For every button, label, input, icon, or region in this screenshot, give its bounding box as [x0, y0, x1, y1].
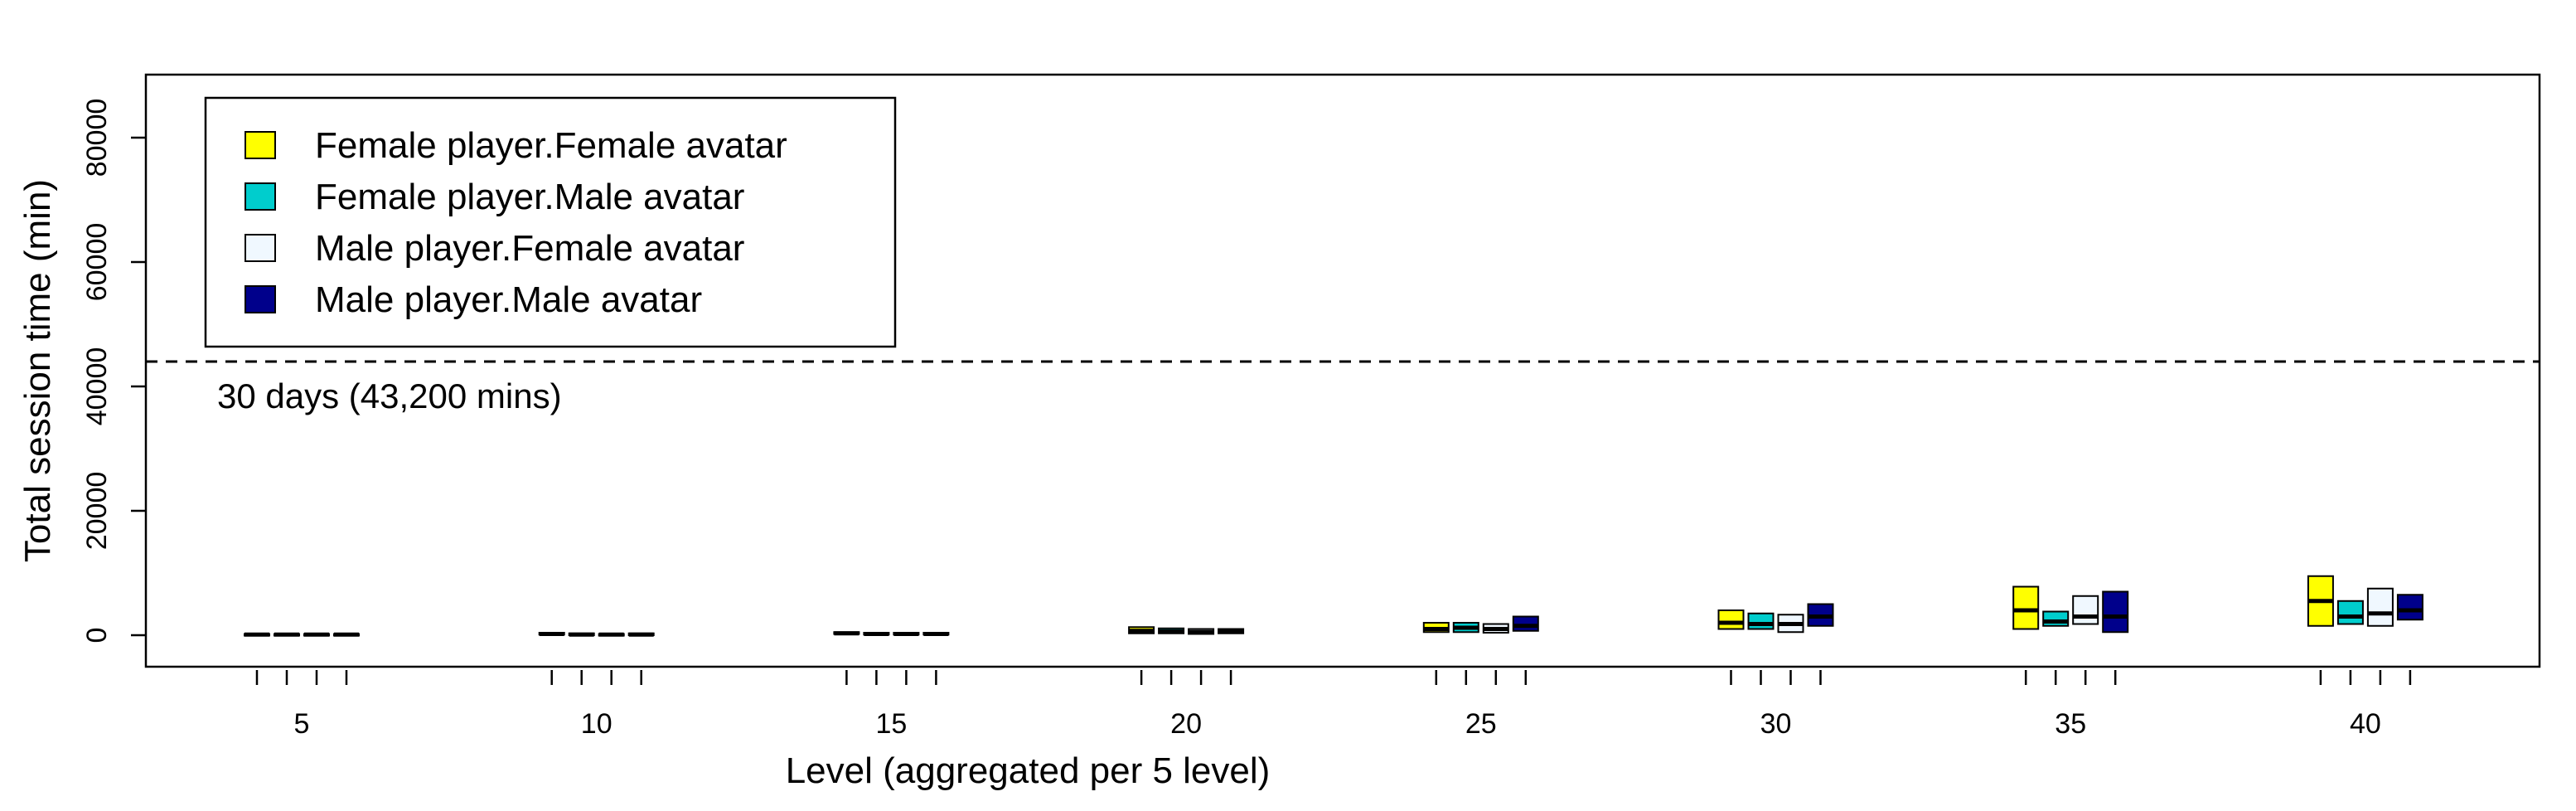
reference-line-group: 30 days (43,200 mins)	[146, 360, 2540, 415]
box-4-40	[2396, 594, 2423, 621]
x-tick-label: 15	[875, 708, 907, 740]
box-3-35	[2072, 595, 2099, 625]
y-axis: 0 20000 40000 60000 80000	[81, 99, 146, 643]
y-tick-label: 40000	[81, 347, 113, 426]
box-1-35	[2012, 585, 2040, 630]
box-2-30	[1747, 612, 1775, 630]
plot-frame	[144, 73, 2541, 668]
legend-swatch	[245, 285, 276, 313]
reference-line-label: 30 days (43,200 mins)	[217, 376, 562, 415]
x-tick-label: 40	[2350, 708, 2381, 740]
boxes-group	[244, 575, 2423, 637]
legend: Female player.Female avatar Female player…	[204, 96, 897, 348]
x-tick-label: 10	[581, 708, 613, 740]
legend-label: Male player.Female avatar	[315, 228, 744, 269]
box-3-40	[2366, 587, 2394, 627]
legend-frame	[204, 96, 897, 348]
x-tick-label: 35	[2055, 708, 2086, 740]
legend-label: Male player.Male avatar	[315, 279, 702, 320]
legend-swatch	[245, 131, 276, 159]
box-4-25	[1512, 615, 1539, 632]
y-tick-label: 80000	[81, 99, 113, 177]
x-tick-label: 30	[1760, 708, 1792, 740]
y-tick-label: 60000	[81, 223, 113, 302]
legend-swatch	[245, 182, 276, 211]
x-tick-label: 5	[294, 708, 310, 740]
legend-swatch	[245, 234, 276, 262]
x-tick-label: 20	[1170, 708, 1202, 740]
legend-label: Female player.Female avatar	[315, 125, 787, 166]
legend-label: Female player.Male avatar	[315, 177, 744, 217]
x-axis: 51015202530354045505560657075	[255, 670, 2412, 740]
y-tick-label: 20000	[81, 472, 113, 551]
y-tick-label: 0	[81, 628, 113, 643]
x-tick-label: 25	[1465, 708, 1497, 740]
box-4-35	[2102, 590, 2129, 634]
x-axis-title: Level (aggregated per 5 level)	[786, 750, 1271, 791]
box-1-30	[1717, 609, 1745, 630]
box-2-35	[2042, 610, 2070, 627]
y-axis-title: Total session time (min)	[17, 179, 58, 562]
box-2-40	[2336, 600, 2364, 625]
